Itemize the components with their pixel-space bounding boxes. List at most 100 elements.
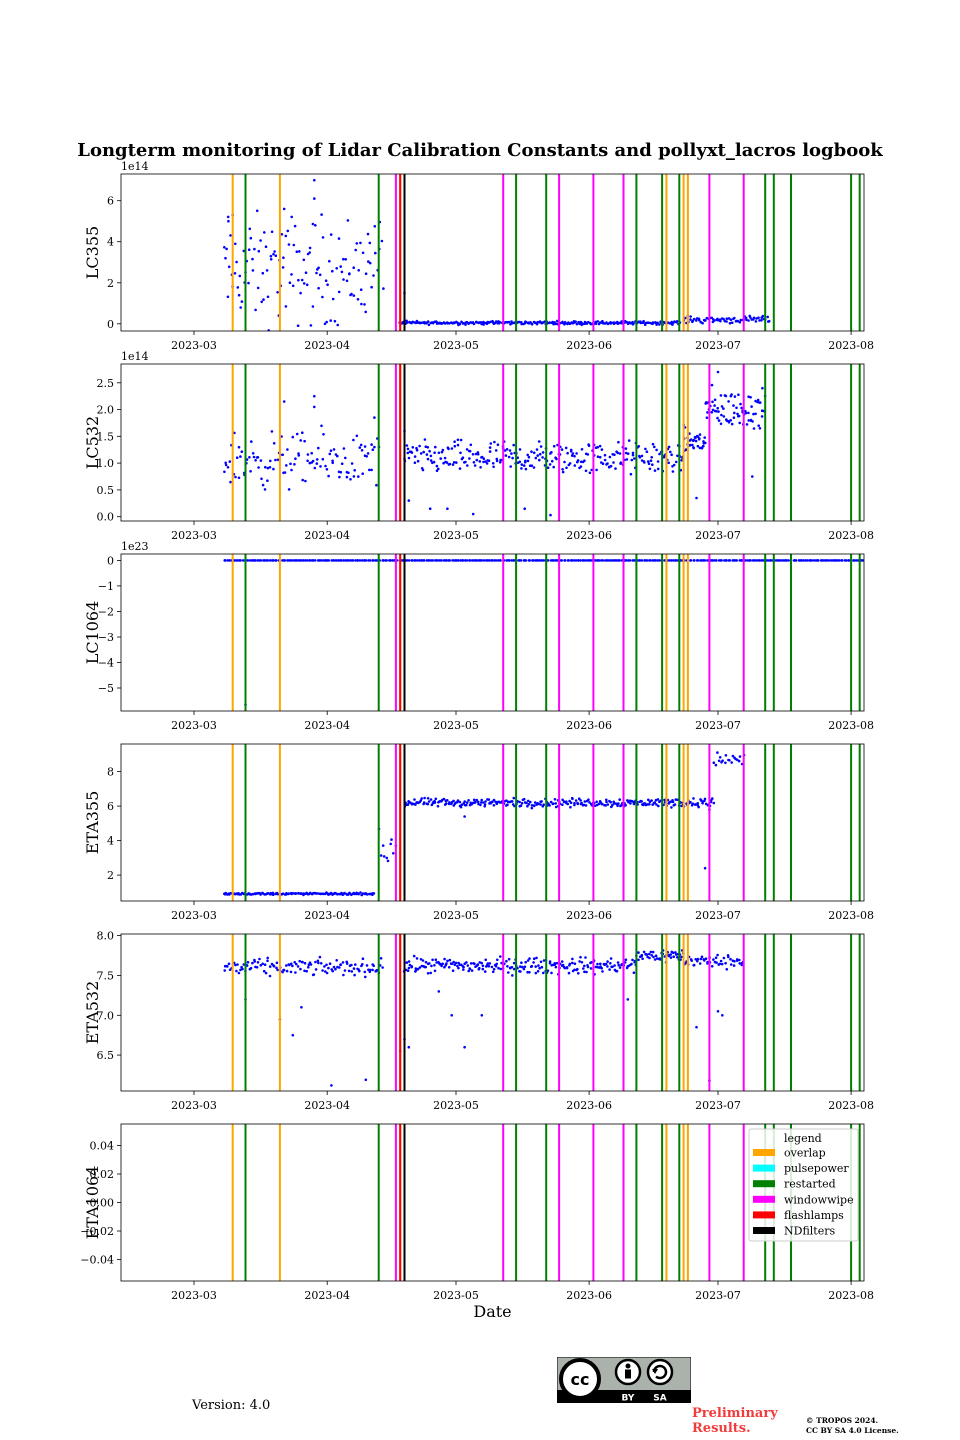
data-point xyxy=(314,960,317,964)
data-point xyxy=(233,272,237,275)
data-point xyxy=(370,468,373,472)
y-tick-label: 2.0 xyxy=(97,404,115,417)
data-point xyxy=(658,452,661,456)
y-offset-label: 1e23 xyxy=(121,540,149,553)
data-point xyxy=(325,468,329,471)
data-point xyxy=(263,963,267,966)
data-point xyxy=(305,283,309,287)
data-point xyxy=(463,800,467,803)
data-point xyxy=(415,448,419,452)
data-point xyxy=(483,970,487,973)
data-point xyxy=(539,445,543,448)
data-point xyxy=(237,476,241,480)
x-tick-label: 2023-04 xyxy=(304,719,350,732)
data-point xyxy=(275,961,279,965)
data-point xyxy=(327,559,331,562)
data-point xyxy=(551,320,555,324)
data-point xyxy=(251,452,255,455)
data-point xyxy=(410,965,414,968)
x-tick-label: 2023-08 xyxy=(828,529,874,542)
data-point xyxy=(276,291,279,294)
data-point xyxy=(676,956,679,959)
data-point xyxy=(468,967,472,970)
data-point xyxy=(227,219,230,223)
x-tick-label: 2023-08 xyxy=(828,909,874,922)
data-point xyxy=(491,800,494,803)
data-point xyxy=(738,320,742,324)
data-point xyxy=(457,966,460,970)
data-point xyxy=(483,803,487,806)
data-point xyxy=(316,959,320,963)
data-point xyxy=(630,458,634,462)
data-point xyxy=(820,559,824,562)
data-point xyxy=(613,453,616,457)
data-point xyxy=(569,450,573,453)
x-tick-label: 2023-03 xyxy=(171,1099,217,1112)
data-point xyxy=(651,442,655,446)
data-point xyxy=(618,452,622,455)
data-point xyxy=(266,559,270,562)
data-point xyxy=(615,969,619,973)
data-point xyxy=(485,462,489,465)
data-point xyxy=(300,278,304,282)
data-point xyxy=(318,955,322,959)
data-point xyxy=(536,320,540,324)
data-point xyxy=(259,964,263,967)
data-point xyxy=(655,803,658,806)
y-tick-label: 0.5 xyxy=(97,484,115,497)
data-point xyxy=(251,269,255,272)
data-point xyxy=(522,464,526,467)
copyright-line-2: CC BY SA 4.0 License. xyxy=(806,1426,899,1435)
data-point xyxy=(446,507,449,511)
data-point xyxy=(426,797,430,800)
data-point xyxy=(331,969,335,973)
data-point xyxy=(381,966,384,969)
data-point xyxy=(510,452,513,455)
data-point xyxy=(345,475,349,479)
data-point xyxy=(487,964,491,968)
data-point xyxy=(352,967,356,970)
data-point xyxy=(716,953,719,957)
data-point xyxy=(320,213,323,216)
data-point xyxy=(361,963,364,966)
data-point xyxy=(339,470,343,474)
data-point xyxy=(840,559,844,562)
data-point xyxy=(407,966,411,970)
data-point xyxy=(458,800,462,804)
data-point xyxy=(435,464,439,468)
data-point xyxy=(293,224,297,228)
data-point xyxy=(288,281,292,285)
data-point xyxy=(555,457,558,461)
x-tick-label: 2023-03 xyxy=(171,909,217,922)
data-point xyxy=(725,317,729,321)
data-point xyxy=(555,961,559,965)
data-point xyxy=(530,323,534,326)
data-point xyxy=(553,321,557,324)
data-point xyxy=(436,804,440,808)
data-point xyxy=(520,467,523,470)
data-point xyxy=(562,800,566,804)
data-point xyxy=(440,450,444,454)
data-point xyxy=(456,438,460,442)
data-point xyxy=(645,450,649,454)
data-point xyxy=(271,893,275,896)
data-point xyxy=(358,559,362,562)
data-point xyxy=(583,970,586,974)
data-point xyxy=(236,286,240,289)
data-point xyxy=(640,559,644,562)
data-point xyxy=(698,318,701,322)
data-point xyxy=(325,320,329,324)
data-point xyxy=(766,559,770,562)
data-point xyxy=(233,431,236,435)
data-point xyxy=(350,970,354,973)
data-point xyxy=(703,559,707,562)
data-point xyxy=(713,319,716,322)
data-point xyxy=(406,451,410,455)
data-point xyxy=(496,559,500,562)
data-point xyxy=(344,258,348,261)
data-point xyxy=(307,966,310,969)
data-point xyxy=(524,960,527,964)
data-point xyxy=(585,970,588,974)
x-tick-label: 2023-06 xyxy=(566,1289,612,1302)
